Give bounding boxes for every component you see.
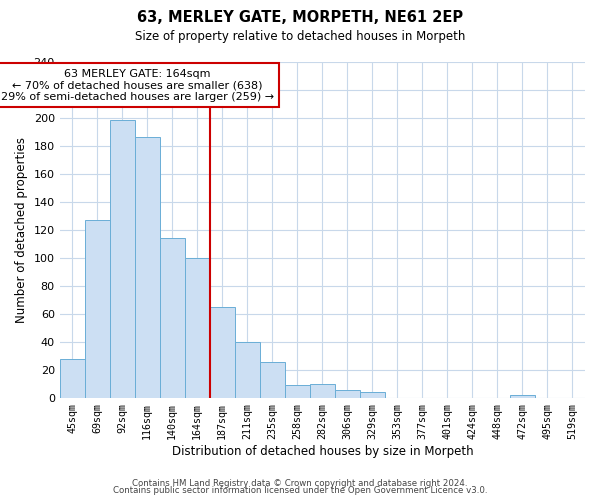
Text: 63 MERLEY GATE: 164sqm
← 70% of detached houses are smaller (638)
29% of semi-de: 63 MERLEY GATE: 164sqm ← 70% of detached… bbox=[1, 68, 274, 102]
Bar bbox=[59, 359, 85, 398]
Bar bbox=[510, 396, 535, 398]
Text: Contains HM Land Registry data © Crown copyright and database right 2024.: Contains HM Land Registry data © Crown c… bbox=[132, 478, 468, 488]
Bar bbox=[160, 238, 185, 398]
Bar bbox=[335, 390, 360, 398]
Bar bbox=[360, 392, 385, 398]
Bar bbox=[235, 342, 260, 398]
Text: 63, MERLEY GATE, MORPETH, NE61 2EP: 63, MERLEY GATE, MORPETH, NE61 2EP bbox=[137, 10, 463, 25]
Y-axis label: Number of detached properties: Number of detached properties bbox=[15, 137, 28, 323]
X-axis label: Distribution of detached houses by size in Morpeth: Distribution of detached houses by size … bbox=[172, 444, 473, 458]
Bar bbox=[310, 384, 335, 398]
Bar bbox=[135, 137, 160, 398]
Bar bbox=[260, 362, 285, 398]
Bar bbox=[210, 307, 235, 398]
Bar bbox=[85, 220, 110, 398]
Bar bbox=[185, 258, 210, 398]
Text: Contains public sector information licensed under the Open Government Licence v3: Contains public sector information licen… bbox=[113, 486, 487, 495]
Bar bbox=[285, 386, 310, 398]
Bar bbox=[110, 120, 135, 398]
Text: Size of property relative to detached houses in Morpeth: Size of property relative to detached ho… bbox=[135, 30, 465, 43]
